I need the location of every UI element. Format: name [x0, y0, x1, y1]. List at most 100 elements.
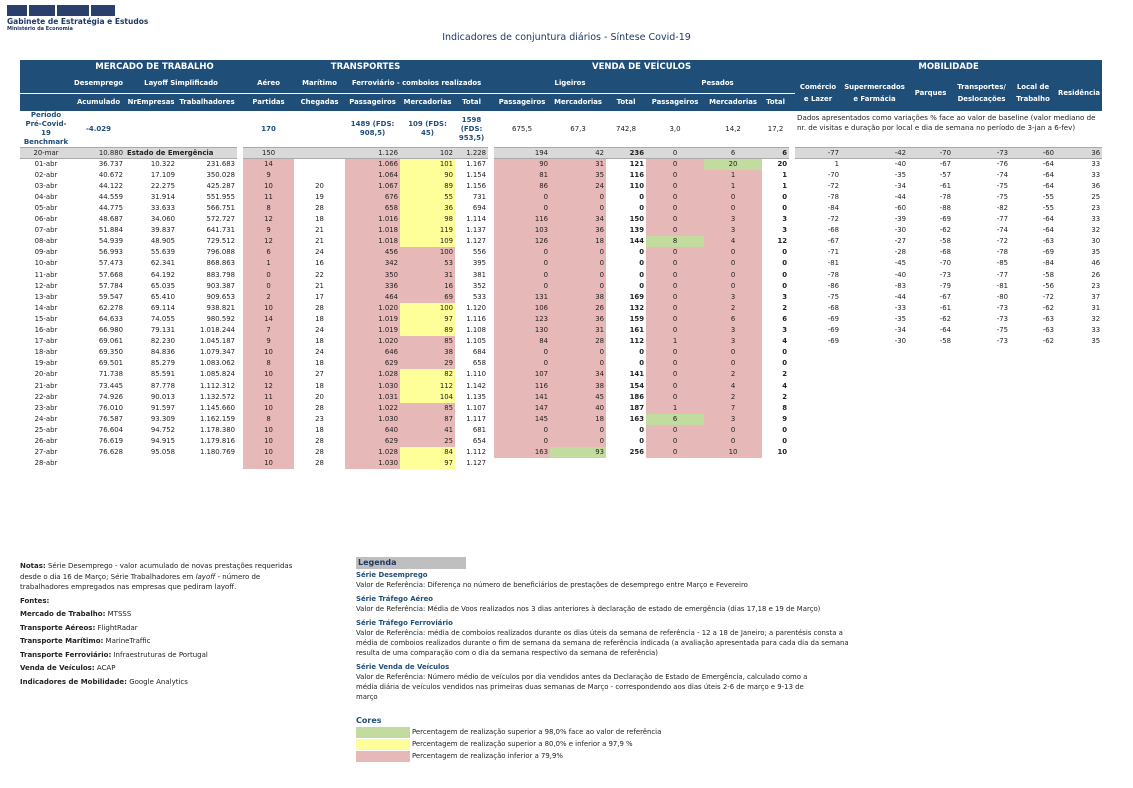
table-cell: -35 — [894, 170, 907, 179]
table-cell: 3 — [704, 325, 763, 337]
table-cell: 62.341 — [150, 259, 176, 268]
table-cell: 1.020 — [345, 302, 401, 314]
table-cell — [72, 458, 125, 469]
table-row: 25-abr 76.604 94.752 1.178.380 10 18 640 41 681 0… — [20, 424, 1102, 436]
table-cell: 0 — [782, 281, 788, 290]
column-gap — [237, 402, 244, 414]
row-date: 26-abr — [34, 436, 58, 445]
table-cell: 0 — [646, 247, 705, 259]
table-cell — [1010, 425, 1056, 436]
row-date: 06-abr — [34, 215, 58, 224]
table-cell: 35 — [1091, 337, 1101, 346]
table-cell: 106 — [494, 302, 551, 314]
table-row: 24-abr 76.587 93.309 1.162.159 8 23 1.030 87 1.1… — [20, 413, 1102, 425]
table-cell: 381 — [472, 270, 487, 279]
column-gap — [237, 291, 244, 303]
column-gap — [237, 258, 244, 270]
column-gap — [488, 225, 495, 237]
table-cell: 18 — [315, 337, 324, 346]
table-cell — [795, 425, 841, 436]
table-cell — [953, 414, 1010, 425]
table-cell: 97 — [400, 313, 456, 325]
table-cell — [1010, 447, 1056, 458]
table-cell: 0 — [646, 391, 705, 403]
table-cell: 0 — [646, 202, 705, 215]
table-cell: 0 — [704, 191, 763, 203]
table-cell: 2 — [704, 302, 763, 314]
column-gap — [789, 413, 796, 425]
table-cell: -84 — [1042, 259, 1055, 268]
table-cell: 121 — [629, 159, 645, 168]
table-cell: -40 — [894, 159, 907, 168]
table-cell: 6 — [704, 146, 763, 160]
table-cell: -58 — [1042, 270, 1055, 279]
table-cell: 19 — [315, 192, 324, 201]
column-gap — [237, 391, 244, 403]
table-cell: 42 — [550, 146, 607, 160]
table-cell: 1.083.062 — [199, 359, 236, 368]
column-gap — [237, 147, 244, 159]
table-cell — [953, 358, 1010, 369]
table-cell: 103 — [494, 225, 551, 237]
table-cell: 1 — [243, 258, 295, 270]
column-gap — [488, 458, 495, 470]
table-cell: 23 — [315, 414, 324, 423]
table-cell: 54.939 — [98, 237, 124, 246]
table-cell: 48.687 — [98, 215, 124, 224]
table-cell: -75 — [996, 181, 1009, 190]
table-row: 20-mar 10.880 Estado de Emergência 150 1.126… — [20, 146, 1103, 160]
table-cell: 33 — [1091, 159, 1101, 168]
column-gap — [789, 313, 796, 325]
table-cell: 141 — [629, 370, 645, 379]
column-gap — [488, 169, 495, 181]
table-cell: 36.737 — [98, 159, 124, 168]
table-cell — [1056, 358, 1102, 369]
table-cell: 20 — [704, 158, 763, 170]
table-cell: 57.473 — [98, 259, 124, 268]
column-gap — [488, 158, 495, 170]
table-cell — [908, 358, 953, 369]
table-cell: -55 — [1042, 192, 1055, 201]
table-cell: 0 — [550, 258, 607, 270]
table-cell — [841, 458, 908, 469]
table-cell: 236 — [606, 146, 647, 160]
table-cell: -28 — [894, 248, 907, 257]
table-cell: 629 — [345, 358, 401, 370]
table-cell: -67 — [939, 292, 952, 301]
column-gap — [237, 202, 244, 215]
table-cell: 76.010 — [98, 403, 124, 412]
table-row: 06-abr 48.687 34.060 572.727 12 18 1.016 98 1.11… — [20, 214, 1102, 226]
table-cell: 21 — [315, 237, 324, 246]
column-gap — [789, 258, 796, 270]
row-date: 11-abr — [34, 270, 58, 279]
table-cell: 0 — [646, 424, 705, 436]
table-cell: 64.192 — [150, 270, 176, 279]
table-cell: 731 — [472, 192, 487, 201]
table-cell: 1.031 — [345, 391, 401, 403]
table-cell: 3 — [704, 214, 763, 226]
table-cell: -77 — [996, 270, 1009, 279]
table-cell: -63 — [1042, 314, 1055, 323]
table-cell — [908, 380, 953, 391]
table-cell: 90.013 — [150, 392, 176, 401]
table-cell — [1056, 447, 1102, 458]
column-gap — [789, 380, 796, 392]
table-cell: 4 — [704, 380, 763, 392]
table-row: 11-abr 57.668 64.192 883.798 0 22 350 31 381 0 0 0 0… — [20, 269, 1102, 281]
source-ferroviario: Transporte Ferroviário: Infraestruturas … — [20, 650, 305, 661]
table-cell: 94.915 — [150, 436, 176, 445]
column-gap — [488, 380, 495, 392]
table-cell: 4 — [782, 381, 788, 390]
row-date: 28-abr — [34, 459, 58, 468]
table-cell: 1.067 — [345, 180, 401, 192]
table-cell: 62.278 — [98, 303, 124, 312]
table-cell: 1.117 — [466, 414, 487, 423]
table-cell: 31 — [1091, 303, 1101, 312]
table-cell: 1.079.347 — [199, 348, 236, 357]
table-cell: 676 — [345, 191, 401, 203]
table-cell: 1.107 — [466, 403, 487, 412]
source-veiculos: Venda de Veículos: ACAP — [20, 663, 305, 674]
table-cell: 69 — [400, 291, 456, 303]
table-cell — [795, 358, 841, 369]
column-gap — [488, 358, 495, 370]
